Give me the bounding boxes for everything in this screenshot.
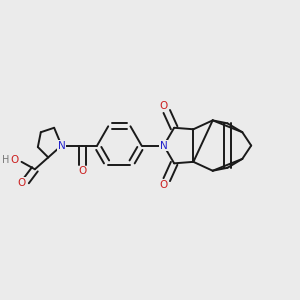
Text: O: O [17,178,26,188]
Text: O: O [159,180,167,190]
Text: O: O [159,101,167,111]
Text: N: N [58,141,65,151]
Text: H: H [2,155,10,165]
Text: N: N [160,141,168,151]
Text: O: O [78,166,86,176]
Text: O: O [10,155,18,165]
